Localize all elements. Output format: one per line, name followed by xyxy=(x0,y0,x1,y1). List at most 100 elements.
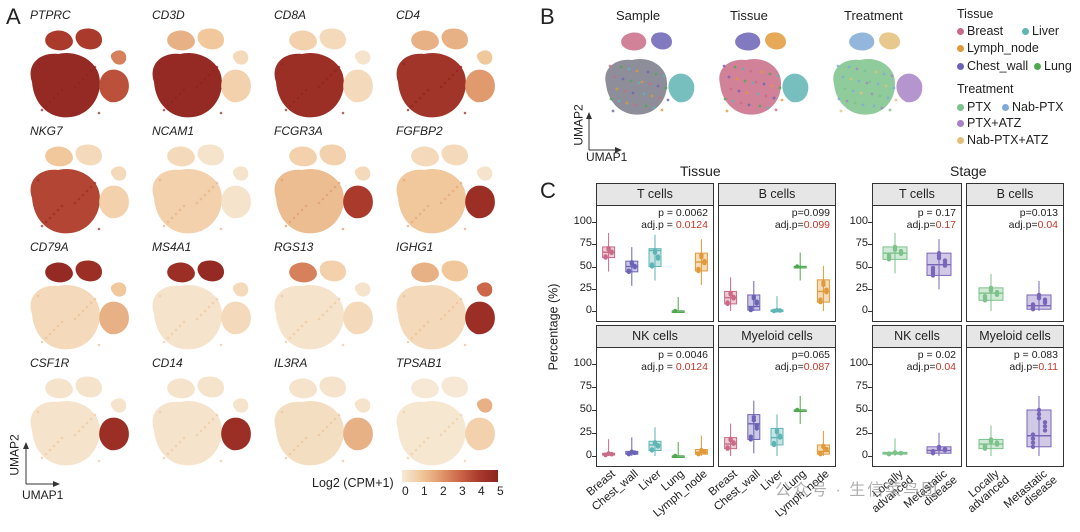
cell-point xyxy=(463,111,467,115)
cell-point xyxy=(443,429,447,433)
cell-point xyxy=(77,429,81,433)
data-point xyxy=(1030,436,1036,441)
small-cluster xyxy=(232,282,249,297)
cell-point xyxy=(219,343,223,347)
cell-point xyxy=(40,340,44,344)
data-point xyxy=(892,450,898,455)
cell-point xyxy=(36,62,40,66)
data-point xyxy=(751,415,756,420)
legend-item-tissue: Lung xyxy=(1034,59,1072,73)
p-value: p = 0.083 xyxy=(1013,349,1058,361)
legend-tissue-title: Tissue xyxy=(957,7,994,21)
cell-point xyxy=(40,456,44,460)
data-point xyxy=(777,308,783,313)
gene-label: MS4A1 xyxy=(152,240,192,254)
b-cell-cluster xyxy=(45,262,73,283)
y-tick-mark xyxy=(868,364,872,365)
cell-point xyxy=(629,79,633,83)
cell-point xyxy=(211,69,215,73)
gene-umap-plot xyxy=(396,376,495,466)
cell-point xyxy=(166,452,170,456)
data-point xyxy=(795,407,800,413)
gene-umap-plot xyxy=(30,260,129,350)
cell-point xyxy=(459,413,463,417)
cell-point xyxy=(215,413,219,417)
cell-point xyxy=(85,305,89,309)
y-tick-mark xyxy=(868,266,872,268)
cell-point xyxy=(894,98,898,102)
cell-point xyxy=(36,294,40,298)
cell-point xyxy=(203,425,207,429)
umap-main-cluster xyxy=(833,58,896,115)
t-cell-cluster xyxy=(274,168,344,234)
cell-point xyxy=(292,332,296,336)
data-point xyxy=(1036,407,1042,413)
data-point xyxy=(1042,297,1048,302)
cell-point xyxy=(317,201,321,205)
myeloid-cluster xyxy=(221,185,251,219)
b-cell-cluster xyxy=(167,262,195,283)
panel-b-umap xyxy=(833,32,923,115)
y-tick-label: 0 xyxy=(585,304,592,316)
data-point xyxy=(702,258,707,264)
data-point xyxy=(1036,411,1042,417)
y-tick-label: 50 xyxy=(855,259,868,272)
cell-point xyxy=(623,89,627,93)
gene-umap-plot xyxy=(274,260,373,350)
cell-point xyxy=(77,81,81,85)
gene-umap-plot xyxy=(152,144,251,234)
data-point xyxy=(626,268,631,273)
umap-cluster xyxy=(879,32,900,50)
data-point xyxy=(824,287,829,292)
cell-point xyxy=(77,313,81,317)
cell-point xyxy=(609,97,613,101)
cell-point xyxy=(89,417,93,421)
cell-point xyxy=(410,220,414,224)
panel-c-label: C xyxy=(540,178,556,203)
legend-item-treatment: PTX xyxy=(957,100,991,114)
facet-strip: T cells xyxy=(596,183,714,206)
umap-main-cluster xyxy=(605,58,668,115)
plasma-cluster xyxy=(197,376,224,398)
panel-b-umap xyxy=(605,32,695,115)
t-cell-cluster xyxy=(274,52,344,118)
cell-point xyxy=(97,343,101,347)
cell-point xyxy=(880,106,884,110)
facet-boxplot xyxy=(882,232,952,290)
cell-point xyxy=(658,96,662,100)
colorbar-tick: 3 xyxy=(459,484,466,498)
cell-point xyxy=(166,336,170,340)
cell-point xyxy=(44,336,48,340)
data-point xyxy=(1042,424,1048,429)
plasma-cluster xyxy=(319,28,346,50)
cell-point xyxy=(317,85,321,89)
cell-point xyxy=(182,436,186,440)
small-cluster xyxy=(354,50,371,65)
cell-point xyxy=(288,336,292,340)
cell-point xyxy=(292,448,296,452)
adj-p-line: adj.p=0.087 xyxy=(754,361,830,373)
cell-point xyxy=(406,340,410,344)
cell-point xyxy=(851,89,855,93)
cell-point xyxy=(743,79,747,83)
cell-point xyxy=(170,332,174,336)
cell-point xyxy=(296,328,300,332)
cell-point xyxy=(341,227,345,231)
data-point xyxy=(821,280,826,285)
cell-point xyxy=(207,421,211,425)
gene-label: TPSAB1 xyxy=(396,356,443,370)
data-point xyxy=(886,451,892,456)
umap1-label-a: UMAP1 xyxy=(22,488,64,502)
small-cluster xyxy=(476,398,493,413)
cell-point xyxy=(859,91,863,95)
cell-point xyxy=(300,440,304,444)
y-tick-mark xyxy=(592,456,596,457)
cell-point xyxy=(56,324,60,328)
cell-point xyxy=(211,185,215,189)
data-point xyxy=(632,450,637,455)
t-cell-cluster xyxy=(274,400,344,466)
cell-point xyxy=(447,425,451,429)
cell-point xyxy=(723,97,727,101)
cell-point xyxy=(876,82,880,86)
cell-point xyxy=(337,65,341,69)
